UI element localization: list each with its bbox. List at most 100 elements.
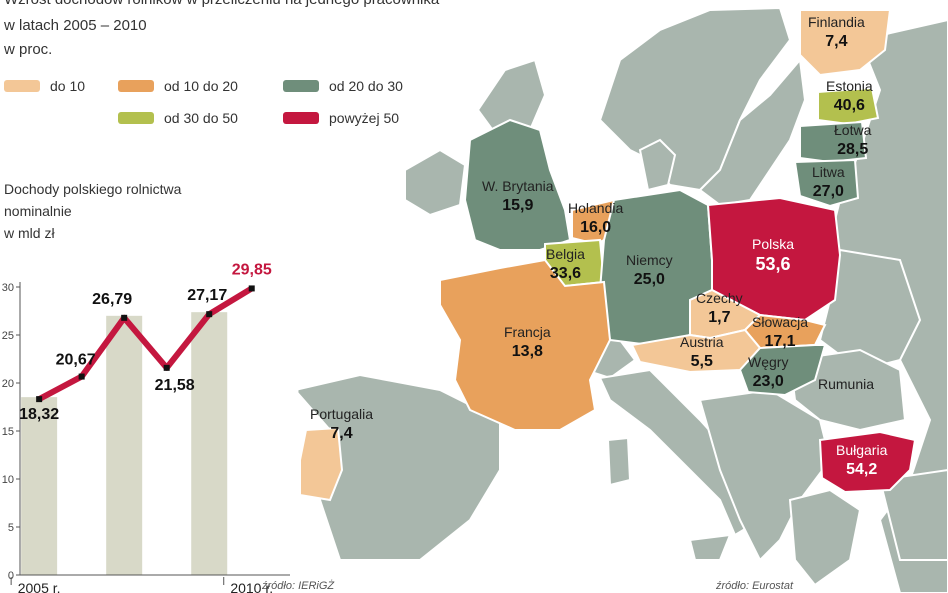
chart-column [191, 312, 228, 575]
other-land [293, 6, 948, 593]
legend-item-od-20-do-30: od 20 do 30 [283, 78, 403, 94]
country-portugalia [299, 426, 344, 502]
label-estonia: Estonia 40,6 [826, 76, 873, 116]
y-tick-label: 25 [2, 330, 14, 342]
chart-column [21, 397, 58, 575]
country-estonia [817, 86, 880, 126]
country-value: 27,0 [812, 183, 844, 200]
land-denmark [638, 138, 677, 192]
country-value: 1,7 [708, 309, 731, 326]
country-value: 7,4 [330, 425, 353, 442]
legend-item-powyzej-50: powyżej 50 [283, 110, 399, 126]
label-belgia: Belgia 33,6 [546, 244, 585, 284]
inset-title-line-3: w mld zł [4, 225, 55, 241]
y-tick-label: 10 [2, 474, 14, 486]
country-litwa [793, 158, 860, 208]
data-point [163, 364, 170, 371]
data-label: 18,32 [19, 406, 59, 423]
legend-item-od-30-do-50: od 30 do 50 [118, 110, 238, 126]
country-name: Belgia [546, 246, 585, 262]
label-niemcy: Niemcy 25,0 [626, 250, 673, 290]
legend-swatch [4, 80, 40, 92]
y-tick-label: 0 [8, 570, 14, 582]
label-francja: Francja 13,8 [504, 322, 551, 362]
data-label: 26,79 [92, 291, 132, 308]
label-lotwa: Łotwa 28,5 [834, 120, 871, 160]
inset-chart-title: Dochody polskiego rolnictwa nominalnie w… [4, 178, 181, 244]
country-value: 54,2 [846, 461, 878, 478]
label-bulgaria: Bułgaria 54,2 [836, 440, 887, 480]
data-point [78, 373, 85, 380]
country-value: 33,6 [549, 265, 582, 282]
country-wegry [738, 344, 827, 397]
land-italy [598, 368, 762, 537]
country-name: Finlandia [808, 14, 865, 30]
country-value: 15,9 [502, 197, 534, 214]
y-tick-label: 15 [2, 426, 14, 438]
map-source: źródło: Eurostat [716, 580, 794, 592]
data-label: 29,85 [232, 261, 272, 278]
country-name: Czechy [696, 290, 743, 306]
inset-chart-source: źródło: IERiGŻ [262, 580, 335, 592]
data-label: 21,58 [155, 377, 195, 394]
data-point [206, 311, 213, 318]
label-wegry: Węgry 23,0 [748, 352, 788, 392]
legend-swatch [118, 112, 154, 124]
land-sicily [688, 533, 732, 561]
country-value: 17,1 [764, 333, 796, 350]
country-bulgaria [818, 430, 917, 494]
legend-label: od 10 do 20 [164, 78, 238, 94]
y-tick-label: 30 [2, 282, 14, 294]
legend-item-od-10-do-20: od 10 do 20 [118, 78, 238, 94]
country-name: Bułgaria [836, 442, 888, 458]
land-turkey [878, 468, 948, 561]
legend-item-do-10: do 10 [4, 78, 85, 94]
label-polska: Polska 53,6 [752, 234, 794, 274]
data-point [121, 314, 128, 321]
chart-column [106, 315, 143, 575]
legend-swatch [283, 80, 319, 92]
label-finlandia: Finlandia 7,4 [808, 12, 865, 52]
country-wbrytania [463, 118, 572, 251]
label-holandia: Holandia 16,0 [568, 198, 623, 238]
label-slowacja: Słowacja 17,1 [752, 312, 808, 352]
land-sardinia [606, 436, 632, 487]
y-tick-label: 20 [2, 378, 14, 390]
country-value: 23,0 [752, 373, 784, 390]
country-name: Niemcy [626, 252, 673, 268]
legend-label: powyżej 50 [329, 110, 400, 126]
header-line-2: w latach 2005 – 2010 [4, 17, 147, 34]
country-name: Litwa [812, 164, 845, 180]
land-ireland [404, 148, 467, 217]
data-point [36, 396, 43, 403]
country-value: 13,8 [511, 343, 543, 360]
country-value: 16,0 [580, 219, 612, 236]
country-name: Łotwa [834, 122, 872, 138]
label-litwa: Litwa 27,0 [812, 162, 845, 202]
country-value: 40,6 [833, 97, 865, 114]
country-name: Francja [504, 324, 551, 340]
legend-swatch [283, 112, 319, 124]
country-value: 7,4 [825, 33, 848, 50]
data-point [248, 285, 255, 292]
country-name: Polska [752, 236, 795, 252]
country-finlandia [799, 9, 892, 77]
country-name: Węgry [748, 354, 789, 370]
data-label: 27,17 [187, 287, 227, 304]
data-label: 20,67 [56, 352, 96, 369]
country-polska [706, 196, 842, 322]
label-czechy: Czechy 1,7 [696, 288, 743, 328]
y-tick-label: 5 [8, 522, 14, 534]
label-austria: Austria 5,5 [680, 332, 724, 372]
land-balkans [698, 388, 832, 562]
country-value: 5,5 [690, 353, 713, 370]
inset-title-line-2: nominalnie [4, 203, 72, 219]
label-portugalia: Portugalia 7,4 [310, 404, 373, 444]
inset-title-line-1: Dochody polskiego rolnictwa [4, 181, 182, 197]
series-line [37, 285, 254, 402]
legend-label: do 10 [50, 78, 86, 94]
legend-label: od 20 do 30 [329, 78, 403, 94]
country-value: 25,0 [633, 271, 665, 288]
legend-label: od 30 do 50 [164, 110, 238, 126]
land-greece [788, 488, 862, 587]
